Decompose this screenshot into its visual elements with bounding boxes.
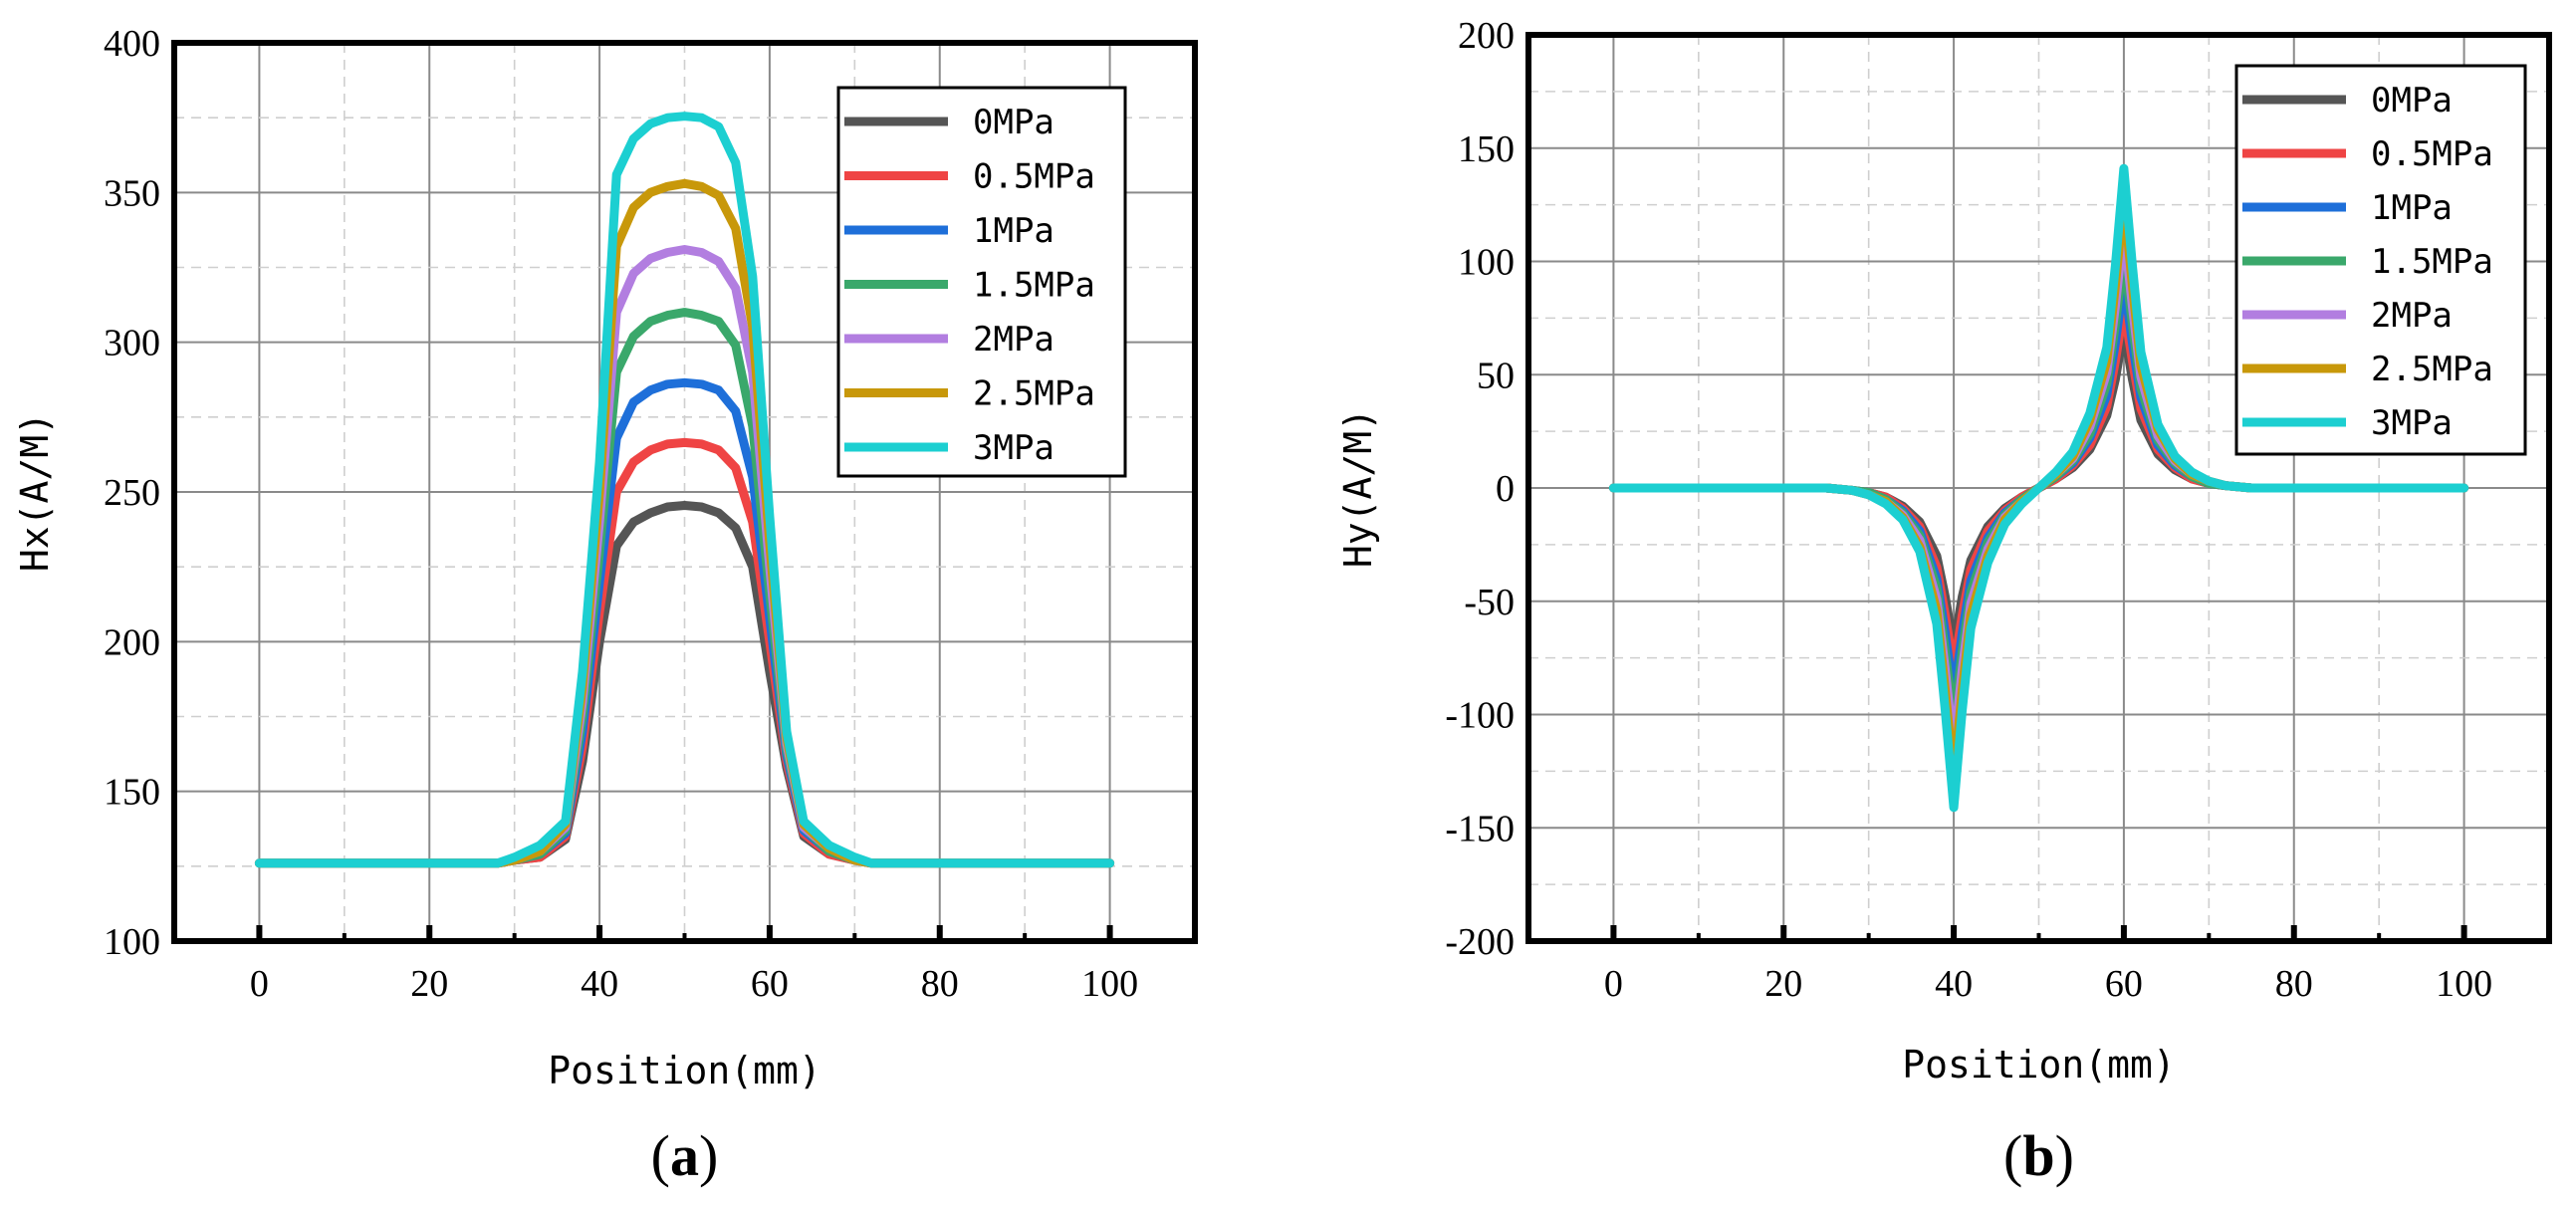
- y-tick-label: -200: [1445, 921, 1515, 963]
- x-tick-label: 0: [1604, 963, 1623, 1005]
- x-axis: 0 20 40 60 80 100: [1604, 925, 2492, 1005]
- x-axis: 0 20 40 60 80 100: [250, 925, 1138, 1005]
- series-line-3MPa: [1608, 163, 2469, 813]
- legend: 0MPa 0.5MPa 1MPa 1.5MPa 2MPa 2.5MPa 3MPa: [836, 86, 1127, 478]
- y-tick-label: 150: [1458, 128, 1515, 170]
- y-tick-label: 200: [1458, 15, 1515, 57]
- legend-entry: 0MPa: [844, 103, 1054, 142]
- x-tick-label: 60: [751, 963, 789, 1005]
- legend-label: 3MPa: [2371, 403, 2453, 443]
- y-tick-label: 150: [104, 772, 160, 814]
- x-tick-label: 100: [1081, 963, 1138, 1005]
- y-tick-label: 400: [104, 23, 160, 65]
- x-axis-title: Position(mm): [1902, 1043, 2176, 1086]
- legend-entry: 1MPa: [844, 211, 1054, 251]
- legend-label: 0.5MPa: [2371, 134, 2493, 174]
- x-tick-label: 20: [410, 963, 448, 1005]
- y-tick-label: 250: [104, 472, 160, 514]
- x-tick-label: 100: [2436, 963, 2492, 1005]
- y-axis-title: Hx(A/M): [13, 412, 57, 572]
- y-tick-label: 100: [104, 921, 160, 963]
- legend-label: 2.5MPa: [2371, 350, 2493, 389]
- y-tick-label: 200: [104, 621, 160, 663]
- legend-entry: 2MPa: [844, 320, 1054, 360]
- y-tick-label: 350: [104, 172, 160, 214]
- legend-label: 2.5MPa: [973, 374, 1095, 414]
- y-tick-label: 300: [104, 323, 160, 364]
- x-tick-label: 40: [581, 963, 618, 1005]
- y-tick-label: 100: [1458, 242, 1515, 284]
- legend-entry: 0.5MPa: [844, 157, 1095, 197]
- x-axis-title: Position(mm): [548, 1049, 821, 1092]
- x-tick-label: 80: [921, 963, 959, 1005]
- legend-label: 0.5MPa: [973, 157, 1095, 197]
- y-tick-label: -50: [1464, 582, 1515, 623]
- legend-label: 2MPa: [2371, 296, 2453, 336]
- x-tick-label: 80: [2275, 963, 2313, 1005]
- y-axis: -200 -150 -100 -50 0 50 100 150 200: [1445, 15, 1515, 963]
- legend-entry: 3MPa: [2242, 403, 2453, 443]
- y-tick-label: -150: [1445, 808, 1515, 849]
- series-group: [1608, 163, 2469, 813]
- legend-entry: 2MPa: [2242, 296, 2453, 336]
- legend-entry: 1MPa: [2242, 188, 2453, 228]
- legend: 0MPa 0.5MPa 1MPa 1.5MPa 2MPa 2.5MPa 3MPa: [2234, 64, 2527, 456]
- series-line-3MPa: [254, 112, 1115, 868]
- legend-label: 1MPa: [2371, 188, 2453, 228]
- y-tick-label: -100: [1445, 695, 1515, 737]
- y-tick-label: 0: [1496, 468, 1515, 510]
- x-tick-label: 40: [1935, 963, 1973, 1005]
- legend-entry: 0.5MPa: [2242, 134, 2493, 174]
- y-tick-label: 50: [1477, 355, 1515, 396]
- legend-entry: 3MPa: [844, 428, 1054, 468]
- x-tick-label: 20: [1764, 963, 1802, 1005]
- chart-panel-b: 0 20 40 60 80 100 -200 -150 -100 -50 0 50 100 150 200 P…: [1336, 15, 2552, 1188]
- legend-label: 1MPa: [973, 211, 1054, 251]
- y-axis: 100 150 200 250 300 350 400: [104, 23, 160, 963]
- x-tick-label: 0: [250, 963, 269, 1005]
- series-group: [254, 112, 1115, 868]
- legend-label: 2MPa: [973, 320, 1054, 360]
- legend-entry: 2.5MPa: [844, 374, 1095, 414]
- legend-label: 0MPa: [2371, 81, 2453, 121]
- panel-label: (a): [651, 1123, 719, 1188]
- legend-label: 3MPa: [973, 428, 1054, 468]
- y-axis-title: Hy(A/M): [1336, 408, 1380, 568]
- legend-entry: 1.5MPa: [844, 266, 1095, 306]
- legend-entry: 2.5MPa: [2242, 350, 2493, 389]
- legend-entry: 1.5MPa: [2242, 242, 2493, 282]
- legend-label: 1.5MPa: [2371, 242, 2493, 282]
- legend-label: 0MPa: [973, 103, 1054, 142]
- panel-label: (b): [2003, 1123, 2074, 1188]
- legend-label: 1.5MPa: [973, 266, 1095, 306]
- chart-panel-a: 0 20 40 60 80 100 100 150 200 250 300 350 400 Positio…: [13, 23, 1198, 1188]
- legend-entry: 0MPa: [2242, 81, 2453, 121]
- x-tick-label: 60: [2105, 963, 2143, 1005]
